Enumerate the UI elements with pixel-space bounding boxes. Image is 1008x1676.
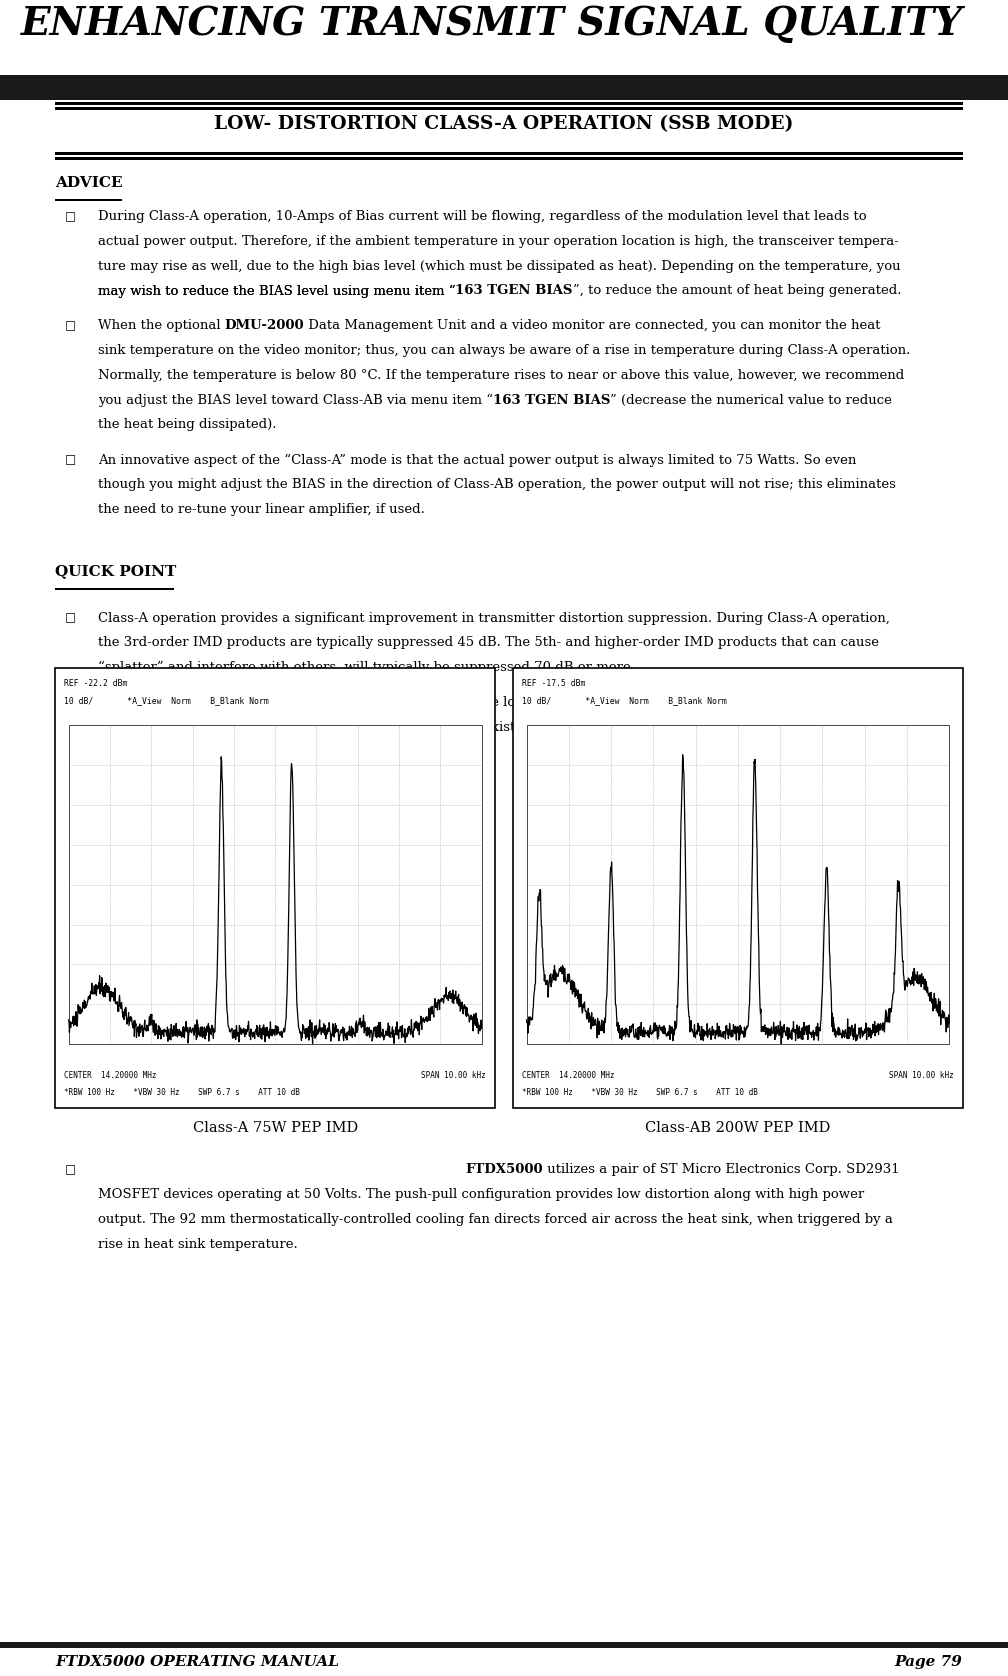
Text: , the low distortion produced by the: , the low distortion produced by the — [470, 696, 714, 709]
Text: may wish to reduce the BIAS level using menu item “: may wish to reduce the BIAS level using … — [98, 285, 456, 298]
Text: When the optional: When the optional — [98, 318, 225, 332]
Text: 163 TGEN BIAS: 163 TGEN BIAS — [456, 285, 573, 297]
Text: ENHANCING TRANSMIT SIGNAL QUALITY: ENHANCING TRANSMIT SIGNAL QUALITY — [20, 5, 963, 44]
Text: you adjust the BIAS level toward Class-AB via menu item “: you adjust the BIAS level toward Class-A… — [98, 394, 493, 407]
Text: REF -22.2 dBm: REF -22.2 dBm — [65, 679, 128, 689]
Text: ” (decrease the numerical value to reduce: ” (decrease the numerical value to reduc… — [610, 394, 892, 407]
Text: though you might adjust the BIAS in the direction of Class-AB operation, the pow: though you might adjust the BIAS in the … — [98, 478, 896, 491]
Bar — [55, 107, 963, 111]
Text: During Class-A operation, 10-Amps of Bias current will be flowing, regardless of: During Class-A operation, 10-Amps of Bia… — [98, 210, 867, 223]
Text: □: □ — [65, 1163, 77, 1177]
Text: the 3rd-order IMD products are typically suppressed 45 dB. The 5th- and higher-o: the 3rd-order IMD products are typically… — [98, 637, 879, 649]
Text: □: □ — [65, 210, 77, 223]
Text: *RBW 100 Hz    *VBW 30 Hz    SWP 6.7 s    ATT 10 dB: *RBW 100 Hz *VBW 30 Hz SWP 6.7 s ATT 10 … — [522, 1088, 758, 1098]
Text: utilizes a pair of ST Micro Electronics Corp. SD2931: utilizes a pair of ST Micro Electronics … — [542, 1163, 899, 1177]
Text: □: □ — [65, 696, 77, 709]
Text: means these intermodulation distortion products will not exist to be amplified b: means these intermodulation distortion p… — [98, 721, 720, 734]
Text: REF -17.5 dBm: REF -17.5 dBm — [522, 679, 586, 689]
Text: SPAN 10.00 kHz: SPAN 10.00 kHz — [421, 1071, 486, 1079]
Text: LOW- DISTORTION CLASS-A OPERATION (SSB MODE): LOW- DISTORTION CLASS-A OPERATION (SSB M… — [215, 116, 793, 132]
Bar — [513, 669, 963, 1108]
Text: An innovative aspect of the “Class-A” mode is that the actual power output is al: An innovative aspect of the “Class-A” mo… — [98, 453, 856, 466]
Text: Class-AB 200W PEP IMD: Class-AB 200W PEP IMD — [645, 1121, 831, 1135]
Bar — [0, 1642, 1008, 1648]
Text: rise in heat sink temperature.: rise in heat sink temperature. — [98, 1237, 297, 1250]
Text: ”, to reduce the amount of heat being generated.: ”, to reduce the amount of heat being ge… — [573, 285, 901, 297]
Text: Data Management Unit and a video monitor are connected, you can monitor the heat: Data Management Unit and a video monitor… — [304, 318, 881, 332]
Text: QUICK POINT: QUICK POINT — [55, 565, 176, 578]
Bar — [526, 726, 950, 1044]
Text: VL-1000: VL-1000 — [407, 696, 470, 709]
Text: output. The 92 mm thermostatically-controlled cooling fan directs forced air acr: output. The 92 mm thermostatically-contr… — [98, 1213, 893, 1225]
Text: FTDX5000 OPERATING MANUAL: FTDX5000 OPERATING MANUAL — [55, 1654, 340, 1669]
Bar — [55, 158, 963, 159]
Text: 163 TGEN BIAS: 163 TGEN BIAS — [493, 394, 610, 407]
Text: 10 dB/       *A_View  Norm    B_Blank Norm: 10 dB/ *A_View Norm B_Blank Norm — [522, 697, 727, 706]
Bar — [55, 588, 174, 590]
Bar — [55, 199, 122, 201]
Text: Class-A 75W PEP IMD: Class-A 75W PEP IMD — [193, 1121, 358, 1135]
Text: the heat being dissipated).: the heat being dissipated). — [98, 419, 276, 431]
Text: actual power output. Therefore, if the ambient temperature in your operation loc: actual power output. Therefore, if the a… — [98, 235, 899, 248]
Text: the need to re-tune your linear amplifier, if used.: the need to re-tune your linear amplifie… — [98, 503, 424, 516]
Bar — [69, 726, 482, 1044]
Text: “splatter” and interfere with others, will typically be suppressed 70 dB or more: “splatter” and interfere with others, wi… — [98, 660, 635, 674]
Text: □: □ — [65, 612, 77, 625]
Bar — [55, 102, 963, 106]
Text: ture may rise as well, due to the high bias level (which must be dissipated as h: ture may rise as well, due to the high b… — [98, 260, 900, 273]
Text: CENTER  14.20000 MHz: CENTER 14.20000 MHz — [65, 1071, 156, 1079]
Text: may wish to reduce the BIAS level using menu item “: may wish to reduce the BIAS level using … — [98, 285, 456, 298]
Text: FTDX5000: FTDX5000 — [465, 1163, 542, 1177]
Text: 10 dB/       *A_View  Norm    B_Blank Norm: 10 dB/ *A_View Norm B_Blank Norm — [65, 697, 269, 706]
Text: sink temperature on the video monitor; thus, you can always be aware of a rise i: sink temperature on the video monitor; t… — [98, 344, 910, 357]
Text: CENTER  14.20000 MHz: CENTER 14.20000 MHz — [522, 1071, 615, 1079]
Text: FTDX5000: FTDX5000 — [714, 696, 791, 709]
Text: SPAN 10.00 kHz: SPAN 10.00 kHz — [889, 1071, 954, 1079]
Text: Normally, the temperature is below 80 °C. If the temperature rises to near or ab: Normally, the temperature is below 80 °C… — [98, 369, 904, 382]
Text: DMU-2000: DMU-2000 — [225, 318, 304, 332]
Bar — [55, 153, 963, 154]
Text: □: □ — [65, 453, 77, 466]
Text: ’s transmitter: ’s transmitter — [791, 696, 883, 709]
Bar — [0, 75, 1008, 101]
Text: ADVICE: ADVICE — [55, 176, 123, 189]
Text: Class-A operation provides a significant improvement in transmitter distortion s: Class-A operation provides a significant… — [98, 612, 890, 625]
Text: *RBW 100 Hz    *VBW 30 Hz    SWP 6.7 s    ATT 10 dB: *RBW 100 Hz *VBW 30 Hz SWP 6.7 s ATT 10 … — [65, 1088, 300, 1098]
Text: □: □ — [65, 318, 77, 332]
Text: MOSFET devices operating at 50 Volts. The push-pull configuration provides low d: MOSFET devices operating at 50 Volts. Th… — [98, 1188, 864, 1202]
Text: Page 79: Page 79 — [895, 1654, 963, 1669]
Bar — [55, 669, 495, 1108]
